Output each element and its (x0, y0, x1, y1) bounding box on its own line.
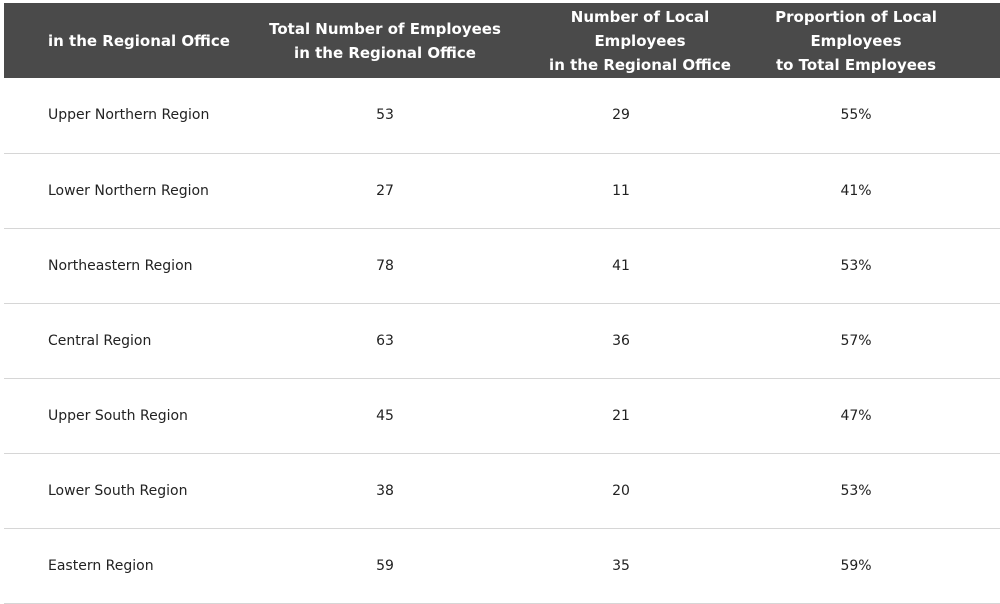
region-name-cell: Upper South Region (48, 407, 188, 424)
region-name-cell: Upper Northern Region (48, 107, 210, 124)
header-total-employees: Total Number of Employees in the Regiona… (240, 3, 530, 78)
regional-employees-table: in the Regional Office Total Number of E… (4, 3, 1000, 604)
region-name-cell: Eastern Region (48, 557, 154, 574)
header-local-line-1: Number of Local Employees (570, 7, 710, 50)
proportion-cell: 41% (840, 182, 872, 199)
header-total-line-1: Total Number of Employees (269, 19, 501, 38)
employee-table-container: in the Regional Office Total Number of E… (4, 3, 1000, 604)
proportion-cell: 53% (840, 482, 872, 499)
proportion-cell: 57% (840, 332, 872, 349)
region-name-cell: Central Region (48, 332, 152, 349)
header-local-line-2: in the Regional Office (549, 55, 731, 74)
table-row: Northeastern Region 78 41 53% (4, 228, 1000, 303)
header-proportion-line-1: Proportion of Local Employees (775, 7, 937, 50)
local-employees-cell: 11 (612, 182, 630, 199)
total-employees-cell: 63 (376, 332, 394, 349)
table-row: Upper South Region 45 21 47% (4, 378, 1000, 453)
total-employees-cell: 27 (376, 182, 394, 199)
total-employees-cell: 38 (376, 482, 394, 499)
proportion-cell: 55% (840, 107, 872, 124)
header-proportion-line-2: to Total Employees (775, 55, 936, 74)
table-row: Upper Northern Region 53 29 55% (4, 78, 1000, 153)
table-row: Eastern Region 59 35 59% (4, 528, 1000, 603)
local-employees-cell: 29 (612, 107, 630, 124)
proportion-cell: 53% (840, 257, 872, 274)
local-employees-cell: 20 (612, 482, 630, 499)
region-name-cell: Lower South Region (48, 482, 188, 499)
table-header-row: in the Regional Office Total Number of E… (4, 3, 1000, 78)
header-total-line-2: in the Regional Office (294, 43, 476, 62)
table-row: Lower Northern Region 27 11 41% (4, 153, 1000, 228)
header-proportion: Proportion of Local Employees to Total E… (712, 3, 1000, 78)
proportion-cell: 47% (840, 407, 872, 424)
region-name-cell: Northeastern Region (48, 257, 193, 274)
table-row: Central Region 63 36 57% (4, 303, 1000, 378)
proportion-cell: 59% (840, 557, 872, 574)
table-row: Lower South Region 38 20 53% (4, 453, 1000, 528)
local-employees-cell: 36 (612, 332, 630, 349)
total-employees-cell: 59 (376, 557, 394, 574)
local-employees-cell: 41 (612, 257, 630, 274)
local-employees-cell: 21 (612, 407, 630, 424)
header-local-employees: Number of Local Employees in the Regiona… (530, 3, 731, 78)
header-office-label: in the Regional Office (48, 31, 230, 50)
region-name-cell: Lower Northern Region (48, 182, 209, 199)
local-employees-cell: 35 (612, 557, 630, 574)
header-office: in the Regional Office (4, 3, 240, 78)
total-employees-cell: 53 (376, 107, 394, 124)
total-employees-cell: 45 (376, 407, 394, 424)
total-employees-cell: 78 (376, 257, 394, 274)
